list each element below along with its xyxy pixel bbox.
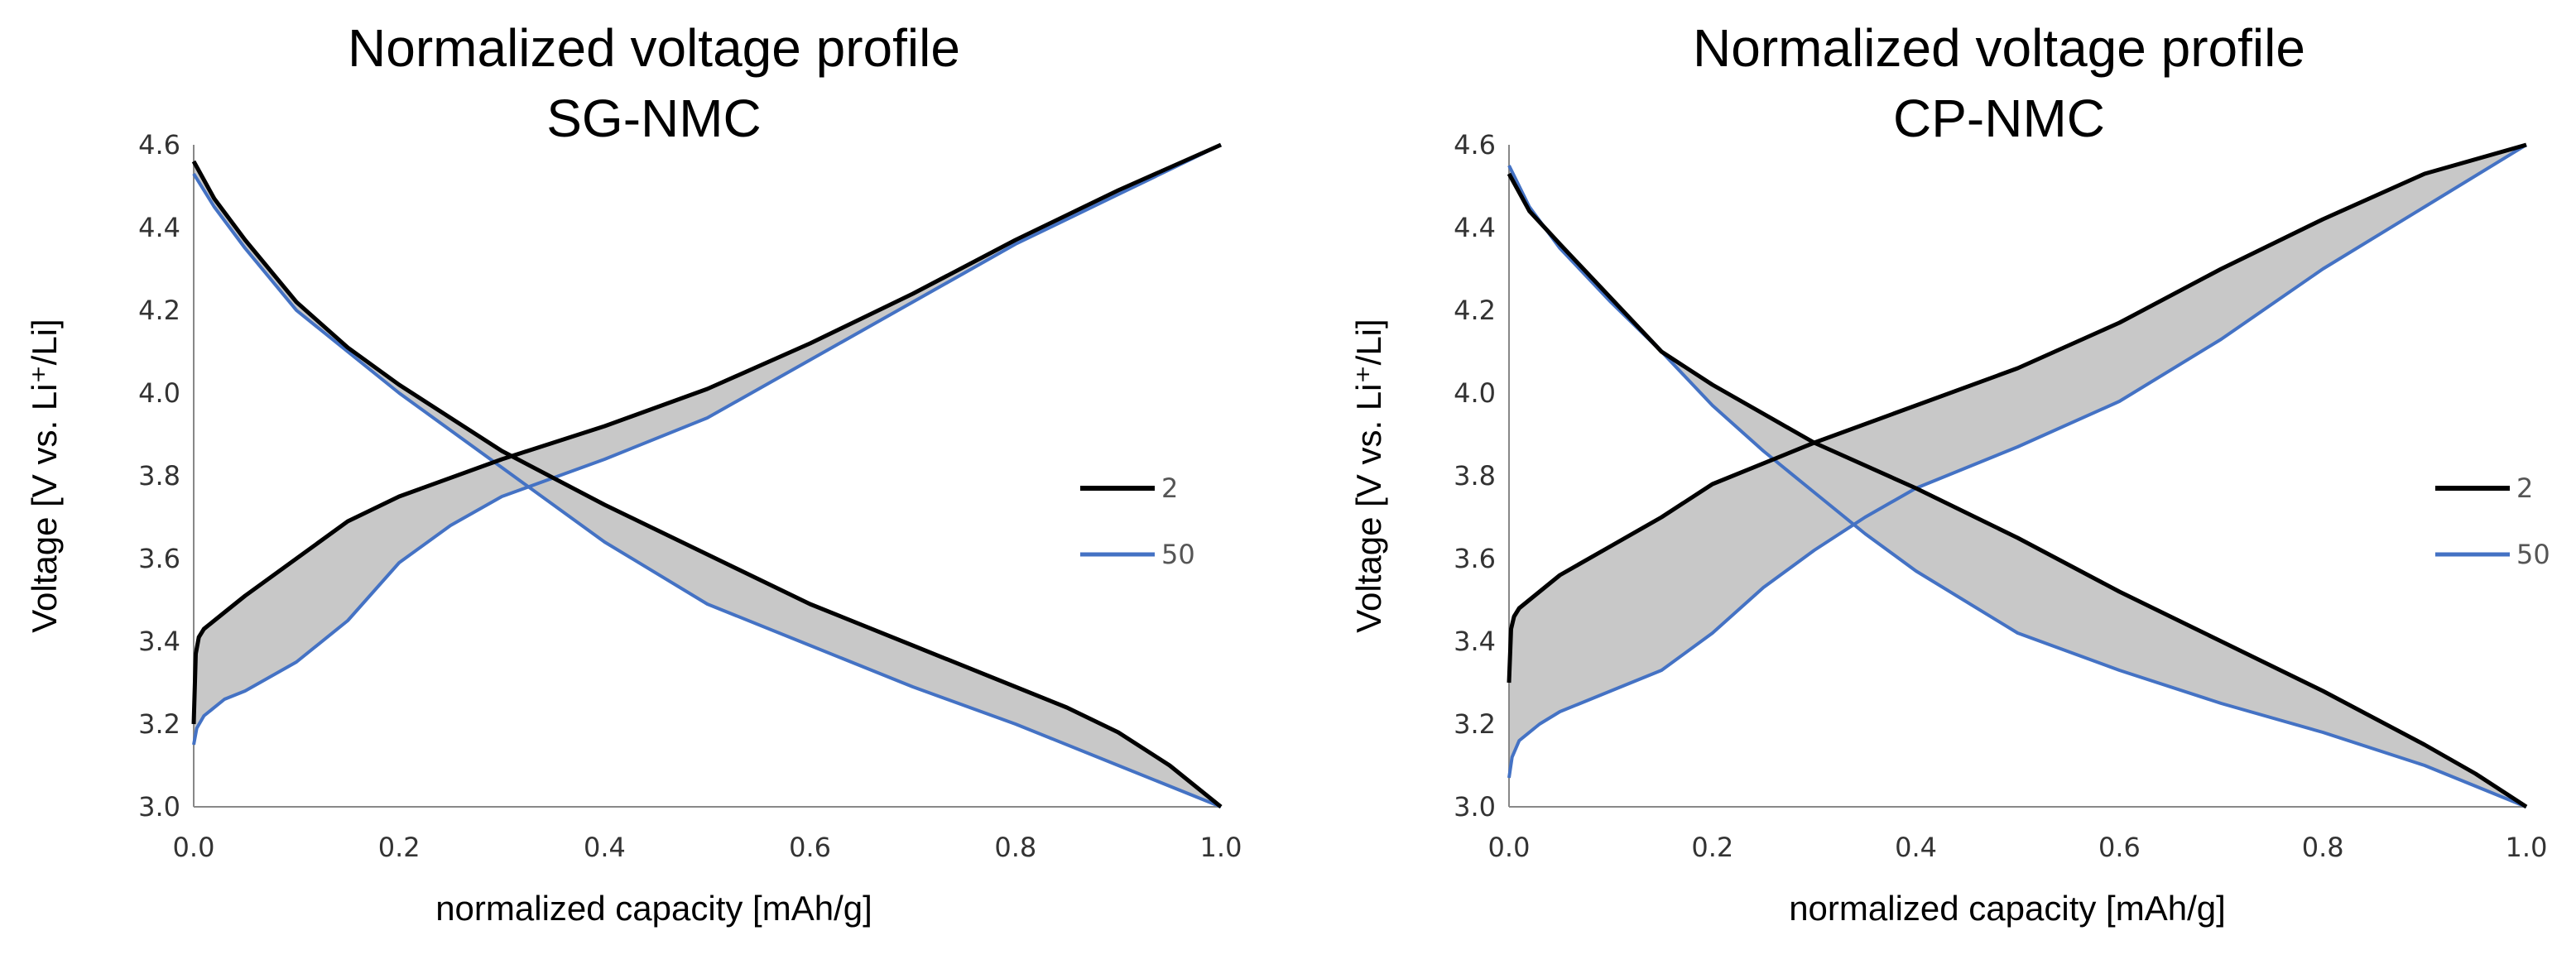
legend-label-50: 50 bbox=[1161, 539, 1195, 570]
x-tick-label: 0.0 bbox=[173, 832, 215, 863]
series-line-2-charge bbox=[1507, 142, 2527, 684]
x-tick-label: 0.0 bbox=[1488, 832, 1531, 863]
series-line-50-charge bbox=[1507, 143, 2528, 779]
y-tick-label: 3.0 bbox=[138, 791, 180, 823]
y-tick-label: 4.0 bbox=[1454, 377, 1496, 409]
fill-area-discharge bbox=[1509, 165, 2526, 807]
y-axis-label: Voltage [V vs. Li⁺/Li] bbox=[1349, 319, 1388, 632]
series-line-50-discharge bbox=[1507, 165, 2527, 808]
fill-area-charge bbox=[194, 145, 1221, 745]
y-tick-label: 3.8 bbox=[1454, 460, 1496, 492]
x-tick-label: 0.8 bbox=[2302, 832, 2344, 863]
series-lines bbox=[1507, 142, 2528, 809]
y-axis-label: Voltage [V vs. Li⁺/Li] bbox=[25, 319, 64, 632]
y-tick-label: 4.4 bbox=[138, 212, 180, 243]
y-tick-label: 3.4 bbox=[138, 626, 180, 657]
legend-label-2: 2 bbox=[1161, 473, 1178, 504]
series-lines bbox=[191, 142, 1223, 808]
y-tick-label: 4.2 bbox=[1454, 295, 1496, 326]
y-tick-label: 4.6 bbox=[1454, 129, 1496, 161]
x-tick-labels: 0.0 0.2 0.4 0.6 0.8 1.0 bbox=[1488, 832, 2548, 863]
axes bbox=[1508, 145, 2526, 808]
y-tick-label: 4.6 bbox=[138, 129, 180, 161]
fill-area-discharge bbox=[194, 161, 1221, 807]
y-tick-labels: 3.0 3.2 3.4 3.6 3.8 4.0 4.2 4.4 4.6 bbox=[138, 129, 180, 823]
y-tick-label: 4.0 bbox=[138, 377, 180, 409]
x-tick-labels: 0.0 0.2 0.4 0.6 0.8 1.0 bbox=[173, 832, 1242, 863]
legend-label-2: 2 bbox=[2516, 473, 2533, 504]
series-line-2-discharge bbox=[1507, 172, 2528, 809]
series-line-2-charge bbox=[191, 142, 1223, 725]
y-tick-label: 3.6 bbox=[1454, 543, 1496, 574]
x-tick-label: 0.6 bbox=[789, 832, 831, 863]
y-tick-label: 3.2 bbox=[1454, 708, 1496, 740]
y-tick-label: 4.2 bbox=[138, 295, 180, 326]
x-tick-label: 0.4 bbox=[1895, 832, 1937, 863]
y-tick-label: 3.8 bbox=[138, 460, 180, 492]
x-tick-label: 0.4 bbox=[584, 832, 626, 863]
x-axis-label: normalized capacity [mAh/g] bbox=[1789, 889, 2226, 928]
y-tick-label: 3.2 bbox=[138, 708, 180, 740]
x-tick-label: 1.0 bbox=[2506, 832, 2548, 863]
y-tick-label: 3.6 bbox=[138, 543, 180, 574]
chart-title-line2: CP-NMC bbox=[1893, 89, 2105, 148]
x-axis-label: normalized capacity [mAh/g] bbox=[435, 889, 872, 928]
y-tick-label: 3.4 bbox=[1454, 626, 1496, 657]
legend-label-50: 50 bbox=[2516, 539, 2550, 570]
fill-areas bbox=[1509, 145, 2526, 807]
x-tick-label: 1.0 bbox=[1200, 832, 1242, 863]
series-line-50-discharge bbox=[192, 172, 1222, 808]
series-line-50-charge bbox=[192, 143, 1222, 746]
legend: 2 50 bbox=[1080, 473, 1195, 570]
chart-title-line1: Normalized voltage profile bbox=[348, 18, 960, 78]
x-tick-label: 0.2 bbox=[1691, 832, 1733, 863]
legend: 2 50 bbox=[2435, 473, 2550, 570]
x-tick-label: 0.2 bbox=[378, 832, 421, 863]
x-tick-label: 0.6 bbox=[2098, 832, 2141, 863]
fill-areas bbox=[194, 145, 1221, 807]
series-line-2-discharge bbox=[191, 160, 1223, 808]
x-tick-label: 0.8 bbox=[994, 832, 1036, 863]
chart-title-line2: SG-NMC bbox=[546, 89, 762, 148]
chart-cp-nmc: Normalized voltage profile CP-NMC normal… bbox=[1349, 18, 2550, 928]
y-tick-labels: 3.0 3.2 3.4 3.6 3.8 4.0 4.2 4.4 4.6 bbox=[1454, 129, 1496, 823]
chart-sg-nmc: Normalized voltage profile SG-NMC normal… bbox=[25, 18, 1242, 928]
y-tick-label: 4.4 bbox=[1454, 212, 1496, 243]
y-tick-label: 3.0 bbox=[1454, 791, 1496, 823]
chart-title-line1: Normalized voltage profile bbox=[1693, 18, 2305, 78]
